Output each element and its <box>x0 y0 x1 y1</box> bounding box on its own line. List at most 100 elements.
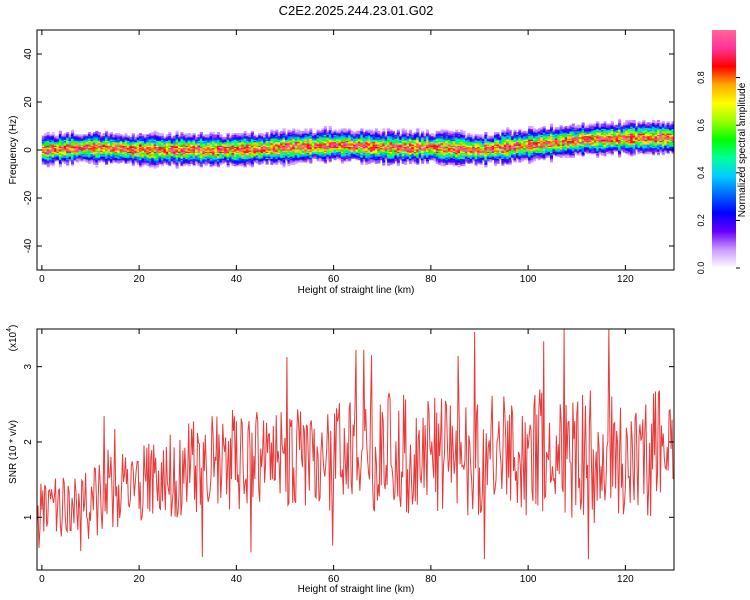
heatmap-cell <box>408 159 413 162</box>
heatmap-cell <box>49 140 53 143</box>
heatmap-cell <box>88 139 92 141</box>
heatmap-cell <box>484 154 488 157</box>
heatmap-cell <box>75 139 79 141</box>
heatmap-cell <box>165 158 169 161</box>
heatmap-cell <box>54 151 58 153</box>
heatmap-cell <box>71 148 75 151</box>
heatmap-cell <box>340 142 344 145</box>
heatmap-cell <box>216 151 220 153</box>
heatmap-cell <box>421 133 425 135</box>
heatmap-cell <box>197 154 201 157</box>
heatmap-cell <box>445 148 449 151</box>
heatmap-cell <box>389 132 393 134</box>
heatmap-cell <box>292 128 296 131</box>
heatmap-cell <box>241 133 245 135</box>
heatmap-cell <box>306 144 310 146</box>
heatmap-cell <box>68 139 72 141</box>
heatmap-cell <box>126 146 130 149</box>
heatmap-cell <box>401 138 405 140</box>
heatmap-cell <box>173 159 177 162</box>
heatmap-cell <box>258 134 262 137</box>
heatmap-cell <box>345 148 349 151</box>
heatmap-cell <box>297 142 301 145</box>
heatmap-cell <box>56 154 60 157</box>
heatmap-cell <box>287 129 291 132</box>
heatmap-cell <box>309 150 313 152</box>
heatmap-cell <box>151 151 155 153</box>
heatmap-cell <box>280 144 284 146</box>
heatmap-cell <box>367 129 371 132</box>
heatmap-cell <box>457 148 461 151</box>
heatmap-cell <box>117 156 121 158</box>
heatmap-cell <box>170 157 174 159</box>
heatmap-cell <box>90 152 94 155</box>
heatmap-cell <box>90 133 94 135</box>
heatmap-cell <box>496 133 500 135</box>
heatmap-cell <box>455 135 459 138</box>
heatmap-cell <box>430 151 434 153</box>
heatmap-cell <box>438 151 442 153</box>
heatmap-cell <box>440 138 444 140</box>
heatmap-cell <box>353 152 357 155</box>
heatmap-cell <box>282 148 286 151</box>
heatmap-cell <box>357 138 361 140</box>
heatmap-cell <box>136 159 140 162</box>
heatmap-cell <box>440 147 444 150</box>
heatmap-cell <box>54 158 58 161</box>
heatmap-cell <box>299 154 303 157</box>
heatmap-cell <box>277 154 281 157</box>
heatmap-cell <box>316 135 320 138</box>
heatmap-cell <box>304 151 308 153</box>
heatmap-cell <box>292 145 296 147</box>
heatmap-cell <box>289 138 293 140</box>
heatmap-cell <box>139 134 143 137</box>
heatmap-cell <box>187 152 191 155</box>
heatmap-cell <box>175 160 179 163</box>
heatmap-cell <box>263 144 267 146</box>
heatmap-cell <box>384 136 388 139</box>
heatmap-cell <box>481 159 485 162</box>
heatmap-cell <box>105 146 109 149</box>
heatmap-cell <box>355 130 359 133</box>
heatmap-cell <box>180 138 184 140</box>
heatmap-cell <box>304 152 308 155</box>
heatmap-cell <box>389 129 393 132</box>
heatmap-cell <box>46 164 50 167</box>
heatmap-cell <box>161 140 165 143</box>
heatmap-cell <box>406 134 410 137</box>
heatmap-cell <box>122 146 126 149</box>
heatmap-cell <box>348 128 352 131</box>
heatmap-cell <box>243 133 247 135</box>
heatmap-cell <box>416 147 420 150</box>
heatmap-cell <box>389 139 393 141</box>
heatmap-cell <box>231 145 235 147</box>
heatmap-cell <box>192 163 196 165</box>
heatmap-cell <box>481 152 485 155</box>
heatmap-cell <box>219 147 223 150</box>
heatmap-cell <box>443 132 447 134</box>
heatmap-cell <box>338 130 342 133</box>
heatmap-cell <box>250 135 254 138</box>
heatmap-cell <box>455 134 459 137</box>
heatmap-cell <box>408 135 413 138</box>
heatmap-cell <box>134 151 138 153</box>
heatmap-cell <box>306 134 310 137</box>
heatmap-cell <box>287 160 291 163</box>
heatmap-cell <box>309 133 313 135</box>
heatmap-cell <box>258 139 262 141</box>
heatmap-cell <box>348 129 352 132</box>
heatmap-cell <box>484 165 488 168</box>
heatmap-cell <box>173 144 177 146</box>
heatmap-cell <box>168 163 172 165</box>
heatmap-cell <box>365 145 369 147</box>
heatmap-cell <box>148 146 152 149</box>
heatmap-cell <box>467 152 471 155</box>
heatmap-cell <box>326 146 330 149</box>
heatmap-cell <box>464 159 468 162</box>
heatmap-cell <box>248 141 252 144</box>
heatmap-cell <box>90 157 94 159</box>
heatmap-cell <box>297 147 301 150</box>
heatmap-cell <box>450 135 454 138</box>
heatmap-cell <box>460 145 464 147</box>
